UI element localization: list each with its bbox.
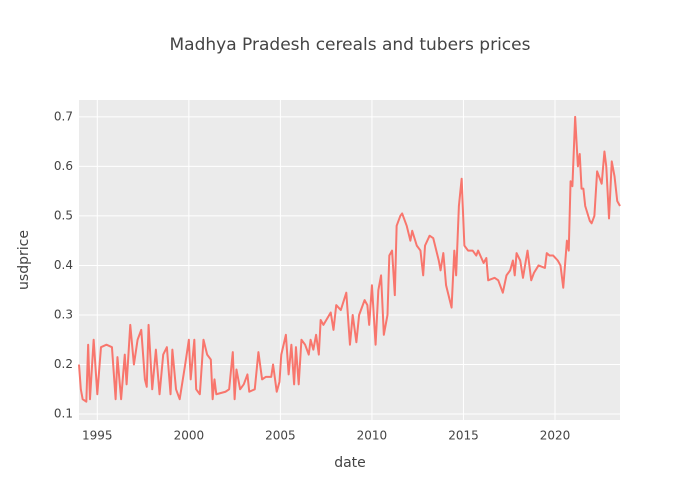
data-line (78, 115, 621, 403)
y-axis-title: usdprice (16, 230, 32, 290)
x-tick-label: 2005 (265, 429, 296, 443)
chart-title: Madhya Pradesh cereals and tubers prices (170, 35, 531, 55)
y-tick-label: 0.1 (54, 407, 73, 421)
y-tick-label: 0.3 (54, 307, 73, 321)
y-tick-label: 0.5 (54, 208, 73, 222)
y-tick-label: 0.7 (54, 109, 73, 123)
x-tick-label: 2020 (540, 429, 571, 443)
x-tick-label: 2000 (174, 429, 205, 443)
y-tick-label: 0.6 (54, 159, 73, 173)
y-tick-label: 0.2 (54, 357, 73, 371)
x-tick-label: 1995 (82, 429, 113, 443)
x-tick-label: 2015 (448, 429, 479, 443)
x-tick-label: 2010 (357, 429, 388, 443)
y-tick-label: 0.4 (54, 258, 73, 272)
x-axis-title: date (334, 455, 366, 471)
plot-area (79, 100, 620, 420)
